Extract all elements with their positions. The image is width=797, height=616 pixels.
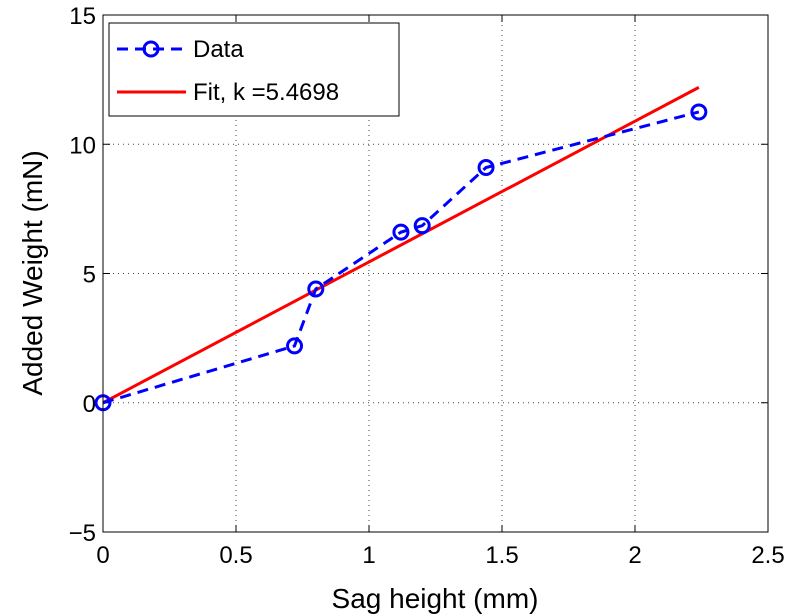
y-tick-label: 10 (69, 132, 96, 159)
y-axis-label: Added Weight (mN) (17, 150, 48, 395)
x-axis-label: Sag height (mm) (332, 583, 539, 614)
y-tick-label: 0 (83, 391, 96, 418)
y-tick-label: 15 (69, 3, 96, 30)
legend-data-label: Data (193, 36, 244, 63)
legend-fit-label: Fit, k =5.4698 (193, 79, 339, 106)
y-tick-label: 5 (83, 262, 96, 289)
y-tick-label: −5 (69, 520, 96, 547)
x-tick-label: 1.5 (485, 542, 518, 569)
x-tick-label: 0.5 (219, 542, 252, 569)
x-tick-label: 0 (96, 542, 109, 569)
x-tick-label: 1 (362, 542, 375, 569)
x-tick-label: 2 (628, 542, 641, 569)
x-tick-label: 2.5 (751, 542, 784, 569)
legend: Data Fit, k =5.4698 (109, 23, 399, 116)
